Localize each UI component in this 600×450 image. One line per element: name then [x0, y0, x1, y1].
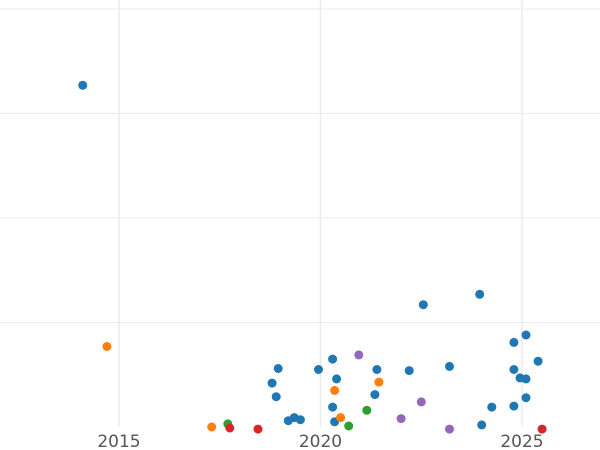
grid — [0, 0, 600, 427]
data-point-orange-0 — [102, 342, 112, 351]
x-tick-label-2025: 2025 — [500, 432, 543, 450]
data-point-red-0 — [225, 423, 235, 433]
data-point-blue-18 — [477, 420, 487, 430]
data-point-green-2 — [362, 405, 372, 415]
data-point-green-1 — [344, 421, 354, 431]
data-point-blue-20 — [509, 401, 519, 411]
data-point-red-2 — [537, 424, 547, 434]
data-point-blue-2 — [273, 364, 283, 373]
data-point-purple-0 — [354, 350, 364, 360]
data-point-blue-7 — [314, 365, 323, 374]
data-point-orange-3 — [336, 413, 346, 423]
x-axis-ticks: 2015 2020 2025 — [97, 432, 543, 450]
data-point-blue-3 — [271, 392, 281, 402]
data-point-blue-16 — [445, 361, 454, 371]
data-point-purple-1 — [396, 414, 406, 424]
data-points — [78, 80, 547, 434]
data-point-blue-0 — [78, 80, 88, 90]
data-point-blue-25 — [521, 330, 531, 340]
data-point-blue-27 — [533, 356, 543, 366]
data-point-orange-4 — [374, 377, 384, 387]
data-point-purple-3 — [445, 424, 454, 434]
data-point-blue-22 — [509, 337, 519, 347]
data-point-blue-15 — [418, 300, 428, 310]
data-point-orange-2 — [330, 385, 340, 395]
data-point-blue-24 — [521, 374, 531, 384]
data-point-blue-6 — [295, 415, 305, 425]
data-point-blue-19 — [487, 402, 497, 412]
data-point-blue-1 — [267, 378, 277, 388]
data-point-blue-9 — [328, 402, 338, 412]
data-point-blue-12 — [370, 390, 380, 400]
data-point-blue-21 — [509, 365, 519, 374]
data-point-blue-26 — [521, 393, 531, 403]
data-point-orange-1 — [207, 422, 217, 432]
data-point-blue-10 — [332, 374, 342, 384]
data-point-purple-2 — [416, 397, 426, 407]
x-tick-label-2020: 2020 — [299, 432, 342, 450]
data-point-blue-8 — [328, 354, 338, 364]
data-point-red-1 — [253, 424, 263, 434]
data-point-blue-13 — [372, 365, 382, 374]
data-point-blue-17 — [475, 289, 485, 299]
data-point-blue-14 — [404, 366, 414, 376]
x-tick-label-2015: 2015 — [97, 432, 140, 450]
